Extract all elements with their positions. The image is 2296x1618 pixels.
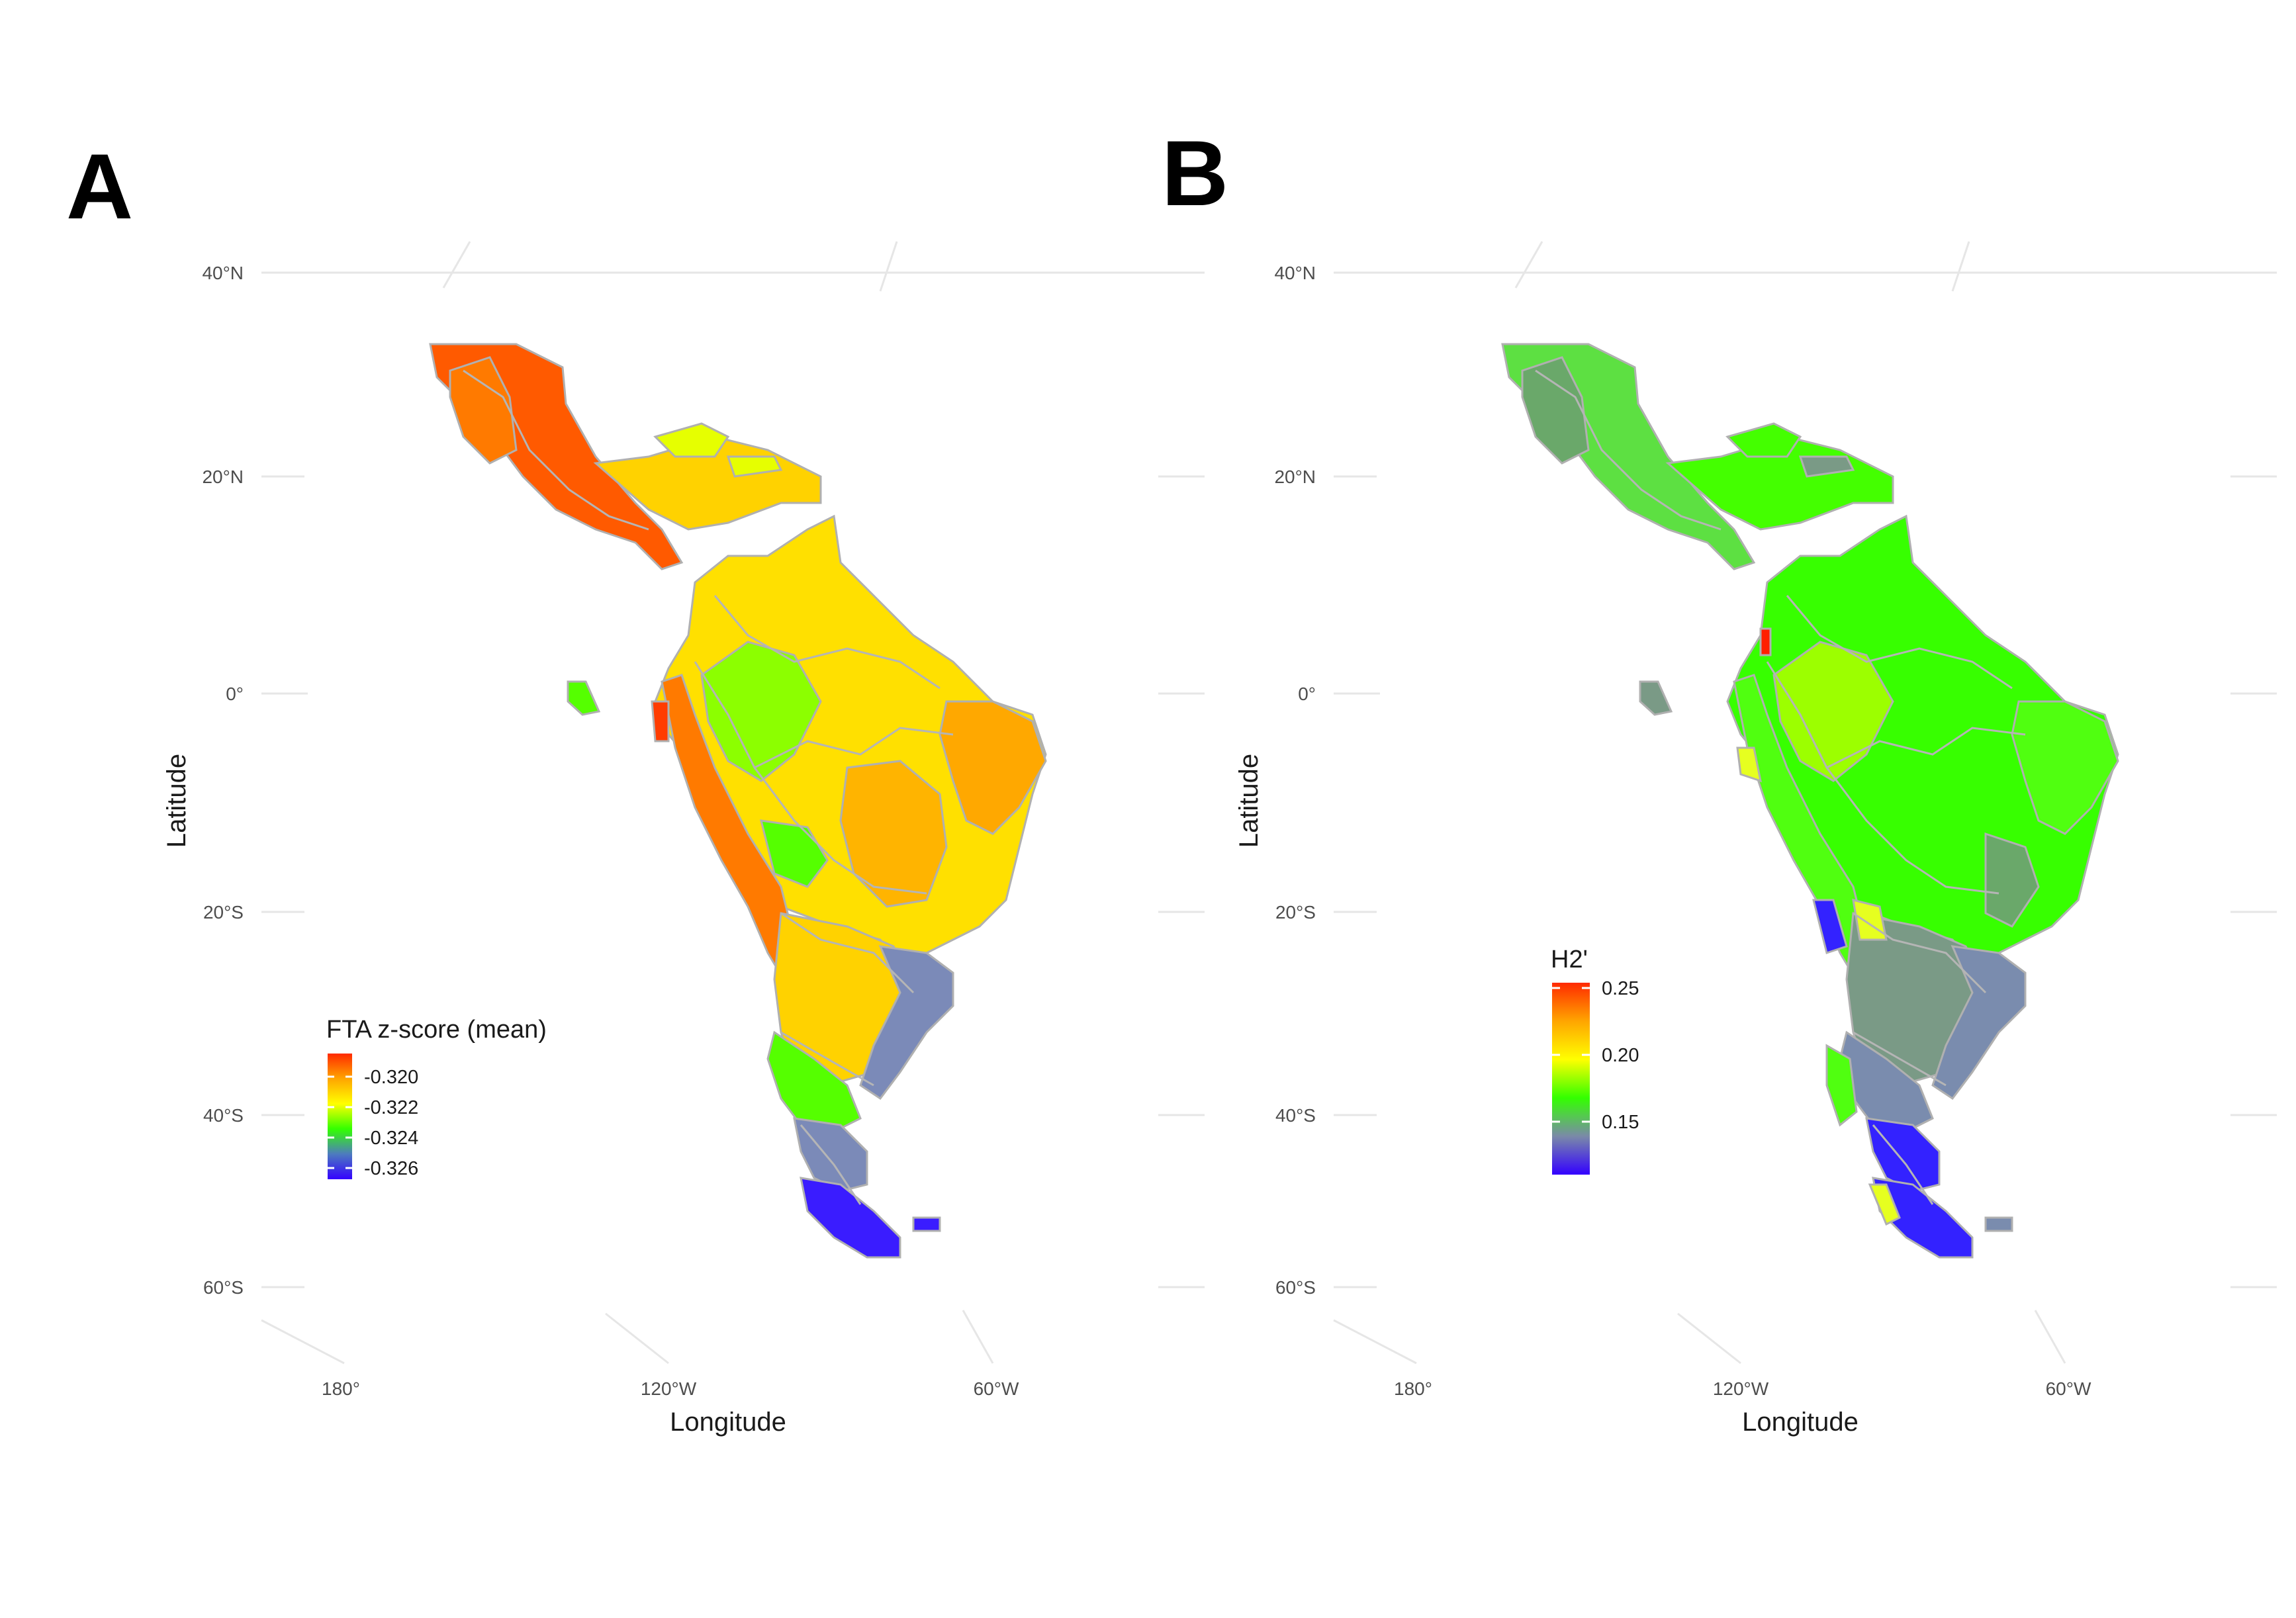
lat-label-40s-b: 40°S	[1275, 1105, 1316, 1126]
graticule-a	[261, 241, 1205, 1365]
map-region-a-1	[449, 356, 518, 465]
lat-label-20n-b: 20°N	[1274, 467, 1316, 487]
panel-letter-b: B	[1162, 121, 1228, 225]
legend-b: H2' 0.25 0.20 0.15	[1551, 946, 1639, 1175]
lat-label-20n: 20°N	[202, 467, 244, 487]
graticule-b	[1333, 241, 2277, 1365]
lon-label-120w-b: 120°W	[1713, 1378, 1769, 1399]
lat-label-60s-b: 60°S	[1275, 1277, 1316, 1298]
lat-label-20s: 20°S	[203, 902, 244, 922]
map-region-b-9	[1759, 627, 1772, 656]
panel-b: B 40°N 20°N 0° 20°S 40°S 60°S	[1162, 121, 2277, 1437]
lat-label-40n: 40°N	[202, 263, 244, 283]
map-region-b-gal	[1639, 680, 1673, 716]
map-region-b-15	[1984, 1216, 2013, 1232]
lat-label-40n-b: 40°N	[1274, 263, 1316, 283]
legend-title-a: FTA z-score (mean)	[326, 1016, 547, 1044]
lat-tick-labels-a: 40°N 20°N 0° 20°S 40°S 60°S	[202, 263, 244, 1298]
lat-label-20s-b: 20°S	[1275, 902, 1316, 922]
legend-tick-b-1: 0.20	[1602, 1045, 1639, 1066]
y-axis-title-a: Latitude	[162, 754, 191, 848]
lat-label-60s: 60°S	[203, 1277, 244, 1298]
map-region-b-8b	[1736, 746, 1762, 783]
lon-tick-labels-a: 180° 120°W 60°W	[322, 1378, 1019, 1399]
x-axis-title-b: Longitude	[1742, 1408, 1859, 1437]
lon-label-180: 180°	[322, 1378, 360, 1399]
lat-label-0-b: 0°	[1298, 684, 1316, 704]
legend-tick-a-3: -0.326	[364, 1158, 418, 1179]
map-region-a-13	[793, 1117, 868, 1192]
borders-a	[463, 369, 954, 1205]
map-region-b-1	[1521, 356, 1590, 465]
map-region-a-2c	[726, 455, 783, 478]
borders-b	[1535, 369, 2026, 1205]
map-region-a-6	[839, 760, 948, 908]
map-region-a-9	[651, 700, 670, 742]
map-region-b-14b	[1868, 1183, 1901, 1226]
lat-label-0: 0°	[226, 684, 244, 704]
legend-colorbar-a	[328, 1054, 352, 1179]
legend-a: FTA z-score (mean) -0.320 -0.322 -0.324 …	[326, 1016, 547, 1179]
map-region-b-5	[2011, 700, 2119, 835]
map-b	[1501, 343, 2119, 1259]
map-region-a-5	[939, 700, 1047, 835]
legend-ticks-b	[1552, 987, 1590, 1123]
map-region-b-11	[1931, 945, 2027, 1101]
map-a	[429, 343, 1047, 1259]
map-region-b-13	[1865, 1117, 1941, 1192]
map-region-b-2c	[1798, 455, 1855, 478]
legend-colorbar-b	[1552, 983, 1590, 1175]
legend-title-b: H2'	[1551, 946, 1588, 973]
legend-tick-a-2: -0.324	[364, 1128, 418, 1149]
x-axis-title-a: Longitude	[670, 1408, 786, 1437]
legend-tick-a-1: -0.322	[364, 1097, 418, 1118]
y-axis-title-b: Latitude	[1234, 754, 1263, 848]
legend-tick-b-2: 0.15	[1602, 1112, 1639, 1133]
legend-tick-b-0: 0.25	[1602, 978, 1639, 999]
map-region-a-2b	[653, 422, 730, 458]
map-region-b-4	[1772, 641, 1894, 782]
map-region-a-14	[800, 1177, 901, 1259]
map-region-b-6	[1984, 832, 2040, 928]
map-region-b-12b	[1825, 1044, 1858, 1127]
map-region-a-gal	[567, 680, 601, 716]
map-region-b-11b	[1812, 899, 1848, 954]
panel-letter-a: A	[66, 134, 133, 238]
map-region-a-4	[700, 641, 822, 782]
lon-tick-labels-b: 180° 120°W 60°W	[1394, 1378, 2091, 1399]
map-region-b-2b	[1725, 422, 1802, 458]
panel-a: A 40°N 20°N 0° 20°S 40°S 60°S	[66, 134, 1205, 1437]
lat-tick-labels-b: 40°N 20°N 0° 20°S 40°S 60°S	[1274, 263, 1316, 1298]
lon-label-60w-b: 60°W	[2046, 1378, 2091, 1399]
lon-label-60w: 60°W	[974, 1378, 1019, 1399]
lat-label-40s: 40°S	[203, 1105, 244, 1126]
legend-tick-a-0: -0.320	[364, 1067, 418, 1088]
lon-label-180-b: 180°	[1394, 1378, 1432, 1399]
legend-ticks-a	[328, 1075, 352, 1169]
map-region-a-15	[912, 1216, 941, 1232]
lon-label-120w: 120°W	[641, 1378, 697, 1399]
map-region-a-11	[859, 945, 954, 1101]
